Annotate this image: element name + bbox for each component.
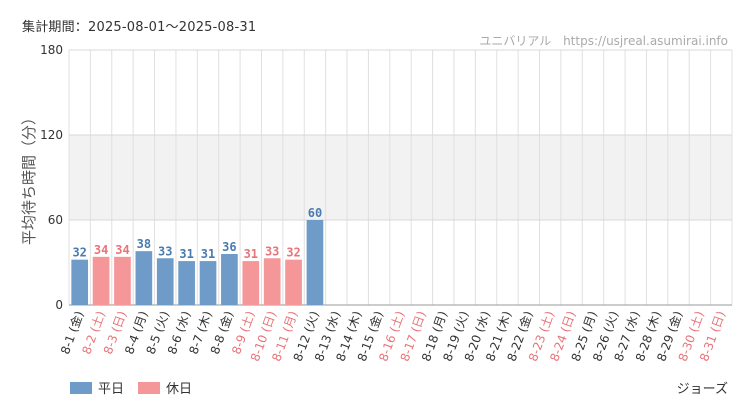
bar (306, 220, 324, 305)
y-tick-label: 0 (55, 298, 63, 312)
shaded-band (69, 135, 732, 220)
data-label: 38 (137, 237, 151, 251)
bar (285, 259, 302, 305)
site-credit: ユニバリアル https://usjreal.asumirai.info (471, 32, 728, 49)
data-label: 32 (72, 246, 86, 260)
data-label: 36 (222, 240, 236, 254)
legend: 平日 休日 (70, 378, 206, 397)
data-label: 31 (179, 247, 193, 261)
bar (114, 256, 131, 305)
data-label: 31 (244, 247, 258, 261)
bar (221, 254, 238, 305)
data-label: 33 (265, 244, 279, 258)
bar (242, 261, 260, 305)
data-label: 60 (308, 206, 322, 220)
bar (178, 261, 195, 305)
y-tick-label: 120 (40, 128, 63, 142)
legend-item-holiday: 休日 (138, 378, 192, 397)
data-label: 34 (94, 243, 108, 257)
bar (135, 251, 153, 305)
legend-swatch-holiday (138, 381, 161, 394)
period-label: 集計期間：2025-08-01～2025-08-31 (22, 20, 257, 35)
data-label: 31 (201, 247, 215, 261)
data-label: 34 (115, 243, 129, 257)
y-axis-label: 平均待ち時間（分） (20, 110, 38, 245)
bar (92, 256, 110, 305)
y-tick-label: 180 (40, 43, 63, 57)
site-name: ユニバリアル (479, 34, 552, 48)
bar (199, 261, 217, 305)
legend-swatch-weekday (70, 381, 92, 394)
attraction-name: ジョーズ (676, 382, 728, 397)
bar (71, 259, 89, 305)
site-url: https://usjreal.asumirai.info (563, 34, 728, 48)
y-tick-label: 60 (48, 213, 63, 227)
bar (156, 258, 174, 305)
legend-item-weekday: 平日 (70, 378, 124, 397)
legend-label-weekday: 平日 (98, 382, 125, 397)
data-label: 32 (286, 246, 300, 260)
legend-label-holiday: 休日 (166, 382, 193, 397)
data-label: 33 (158, 244, 172, 258)
bar (263, 258, 281, 305)
